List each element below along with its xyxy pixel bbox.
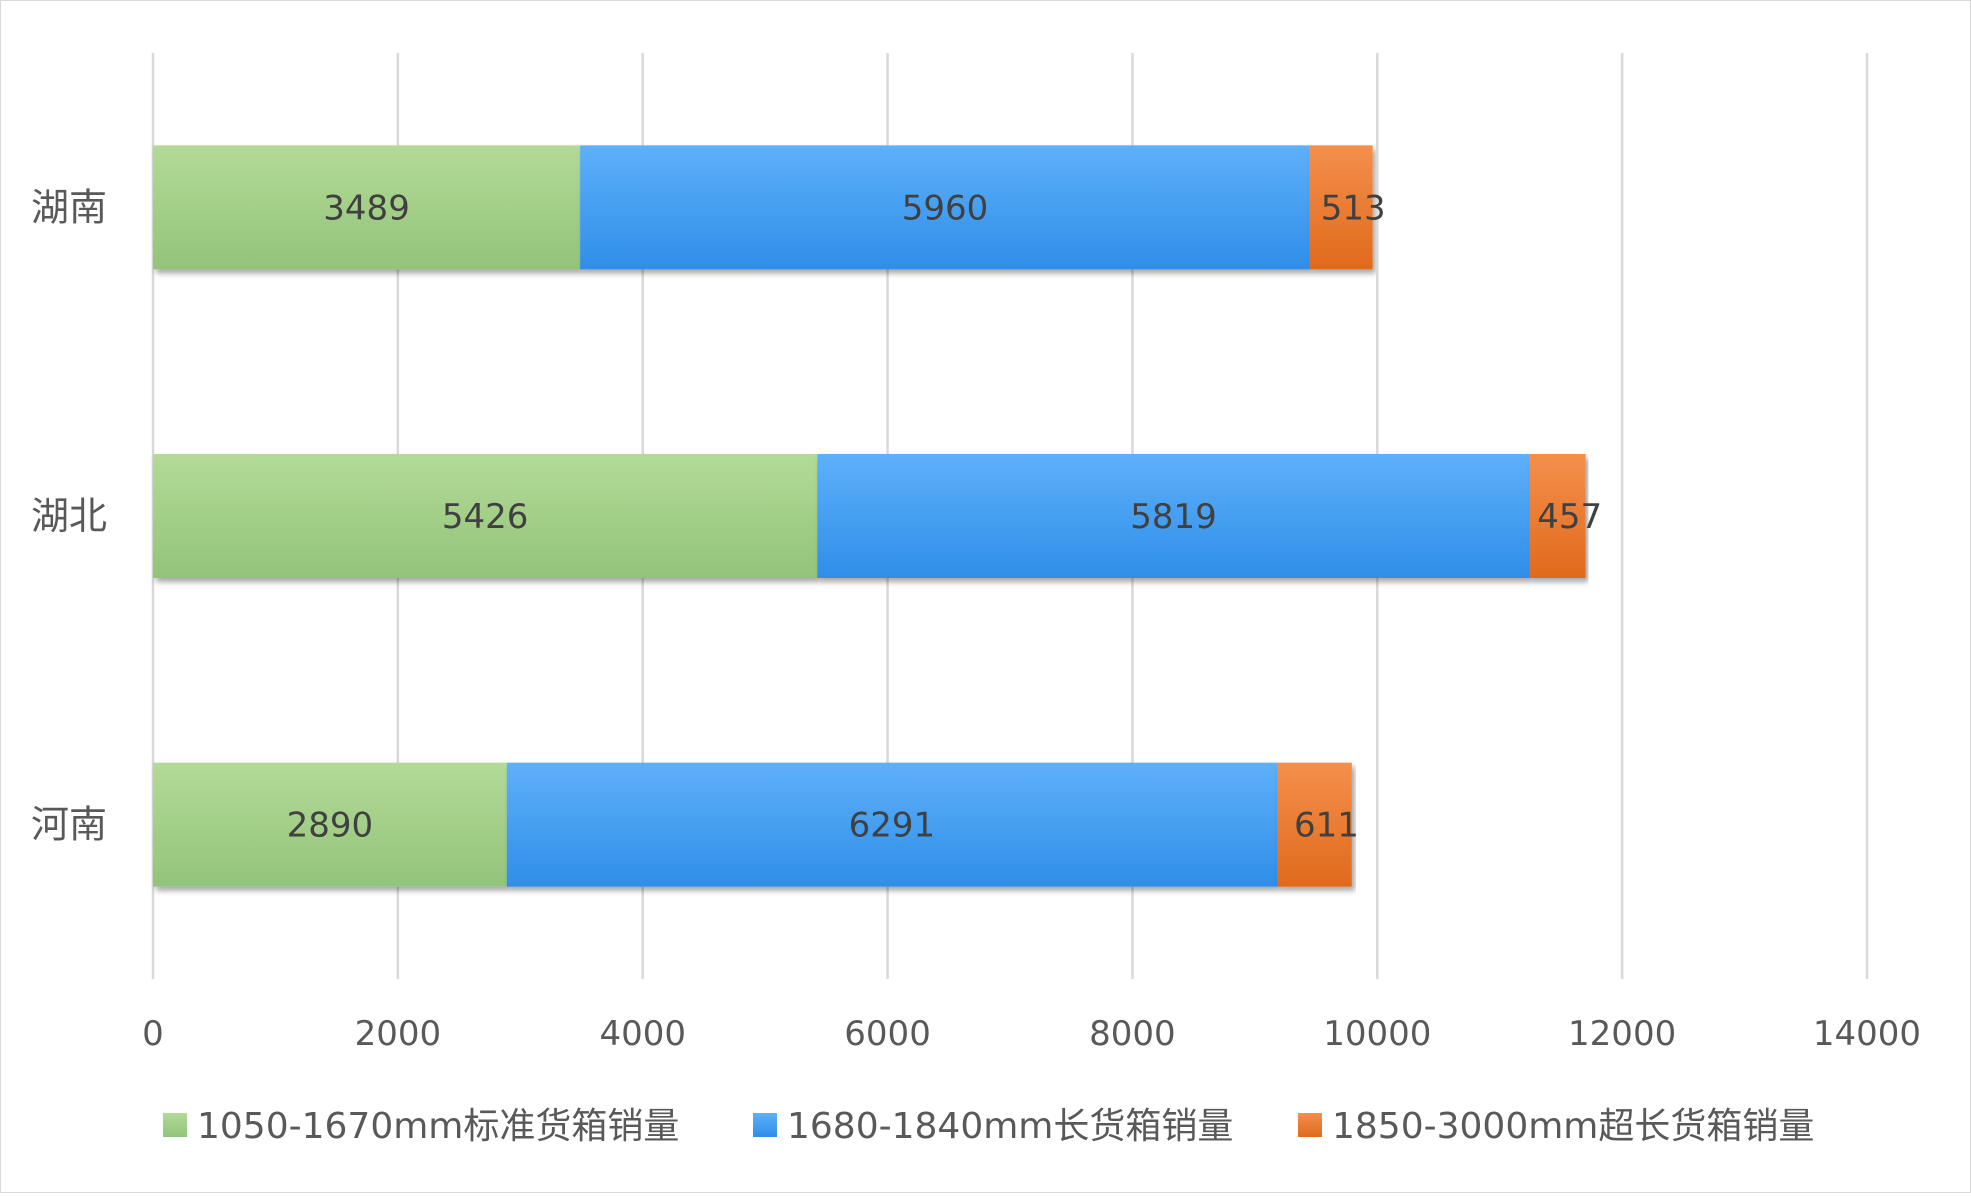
bar-segment bbox=[580, 145, 1310, 270]
bar-segment bbox=[817, 454, 1530, 578]
data-label: 5960 bbox=[902, 188, 989, 228]
x-tick-label: 10000 bbox=[1323, 1014, 1431, 1054]
category-label: 湖北 bbox=[31, 494, 107, 538]
x-tick-label: 4000 bbox=[599, 1014, 686, 1054]
category-label: 湖南 bbox=[31, 185, 107, 229]
bar-segment bbox=[153, 762, 507, 887]
data-label: 5426 bbox=[442, 497, 529, 537]
x-tick-label: 0 bbox=[142, 1014, 164, 1054]
x-tick-label: 2000 bbox=[355, 1014, 442, 1054]
x-tick-label: 8000 bbox=[1089, 1014, 1176, 1054]
data-label: 6291 bbox=[849, 806, 936, 846]
bar-segment bbox=[1529, 454, 1586, 578]
legend-label: 1850-3000mm超长货箱销量 bbox=[1332, 1106, 1814, 1147]
data-label: 5819 bbox=[1130, 497, 1217, 537]
legend-label: 1680-1840mm长货箱销量 bbox=[787, 1106, 1233, 1147]
x-tick-label: 14000 bbox=[1813, 1014, 1921, 1054]
category-label: 河南 bbox=[31, 803, 107, 847]
data-label: 2890 bbox=[287, 806, 374, 846]
bars: 2890 6291 611 5426 5819 457 3489 5960 513 bbox=[153, 145, 1602, 887]
legend-swatch bbox=[1298, 1113, 1322, 1137]
legend: 1050-1670mm标准货箱销量 1680-1840mm长货箱销量 1850-30… bbox=[163, 1106, 1814, 1147]
bar-segment bbox=[153, 454, 818, 578]
legend-swatch bbox=[163, 1113, 187, 1137]
bar-segment bbox=[1277, 762, 1352, 887]
x-tick-label: 12000 bbox=[1568, 1014, 1676, 1054]
bar-segment bbox=[1309, 145, 1373, 270]
bar-segment bbox=[153, 145, 581, 270]
data-label: 611 bbox=[1294, 806, 1359, 846]
bar-segment bbox=[506, 762, 1278, 887]
data-label: 3489 bbox=[323, 188, 410, 228]
legend-label: 1050-1670mm标准货箱销量 bbox=[197, 1106, 679, 1147]
x-axis-tick-labels: 0 2000 4000 6000 8000 10000 12000 14000 bbox=[142, 1014, 1921, 1054]
data-label: 457 bbox=[1537, 497, 1602, 537]
legend-swatch bbox=[753, 1113, 777, 1137]
x-tick-label: 6000 bbox=[844, 1014, 931, 1054]
data-label: 513 bbox=[1321, 188, 1386, 228]
